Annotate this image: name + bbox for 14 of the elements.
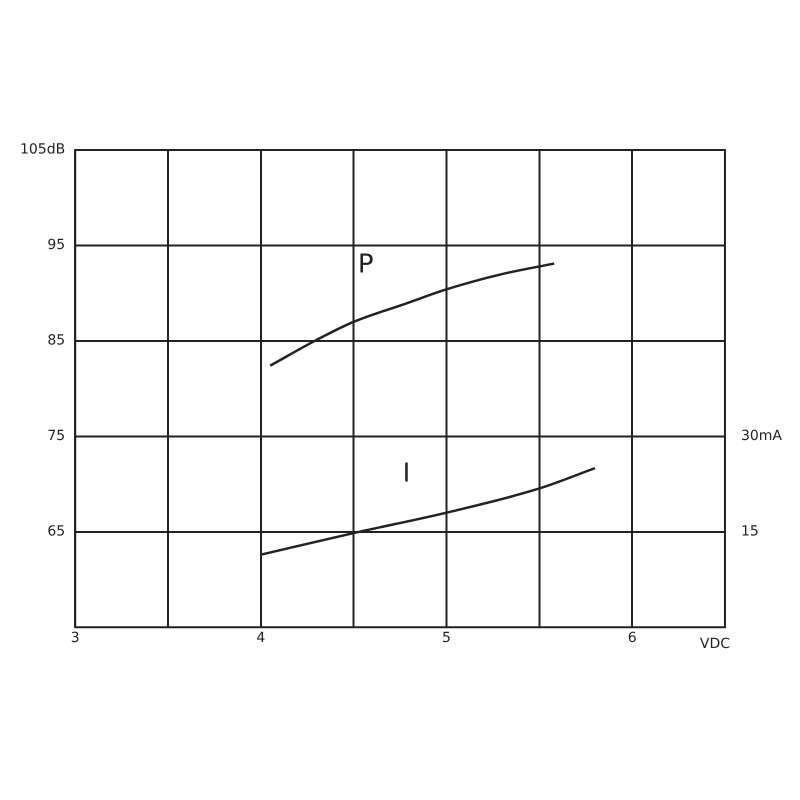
x-axis-title: VDC	[700, 636, 730, 652]
y-tick-label: 105dB	[20, 142, 66, 158]
x-tick-label: 6	[628, 630, 637, 646]
y-tick-label: 95	[47, 237, 66, 254]
x-tick-label: 5	[442, 630, 451, 646]
y-tick-label: 65	[47, 523, 66, 540]
y-tick-label: 75	[47, 428, 66, 444]
series-label: P	[358, 249, 374, 280]
x-tick-label: 3	[70, 630, 80, 646]
x-tick-label: 4	[256, 630, 266, 646]
y2-tick-label: 15	[740, 523, 759, 540]
series-label: I	[402, 458, 410, 488]
y-tick-label: 85	[47, 332, 66, 349]
y2-tick-label: 30mA	[740, 428, 782, 444]
